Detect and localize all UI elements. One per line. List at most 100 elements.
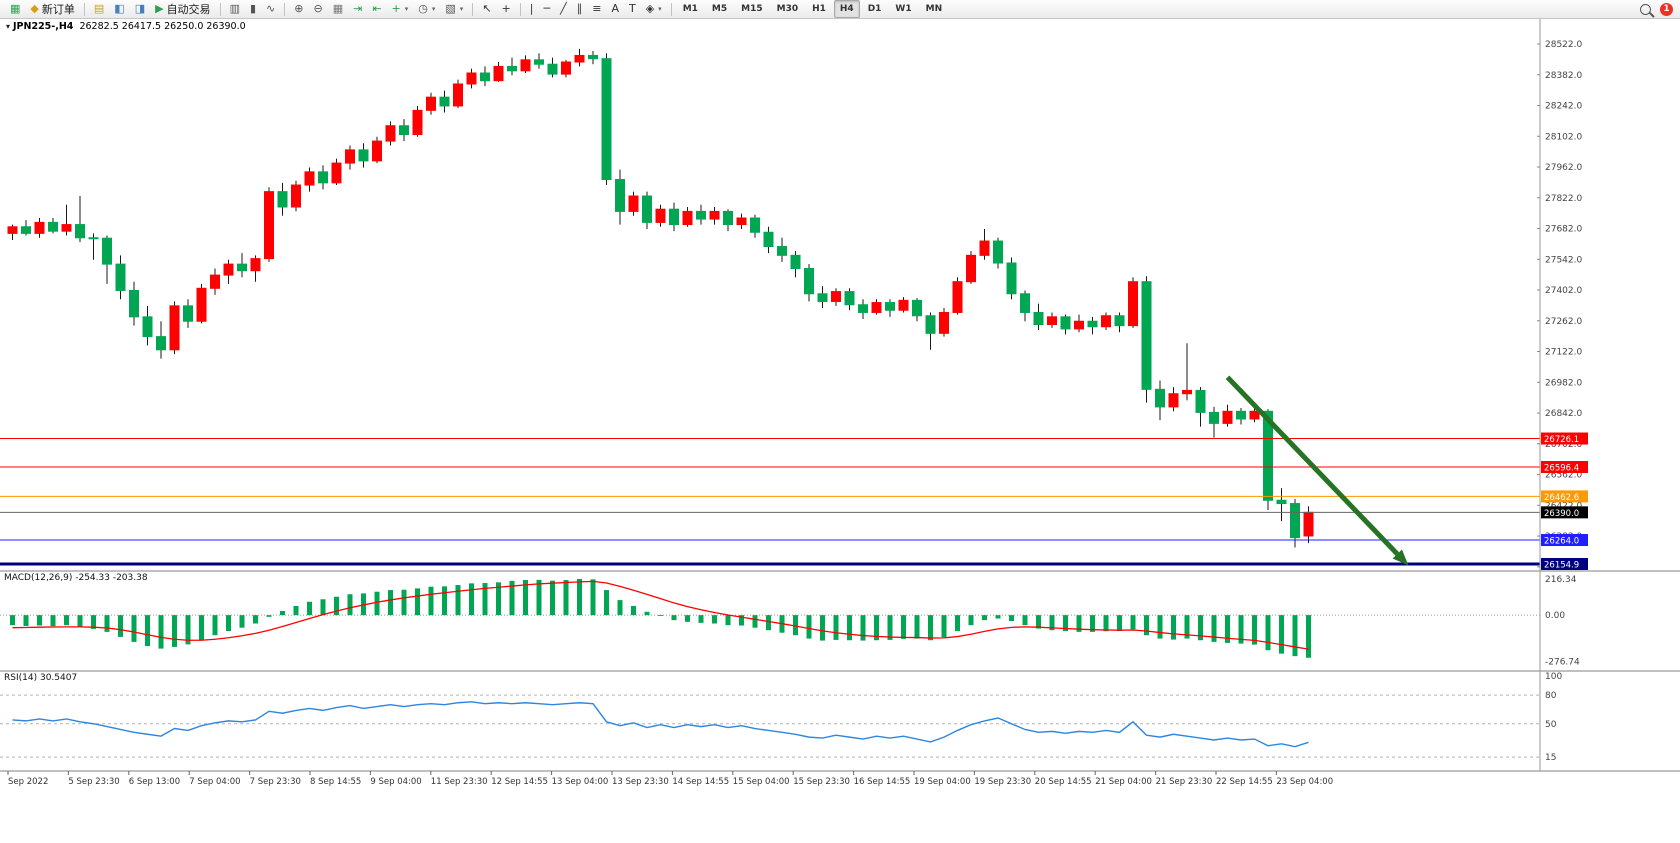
svg-text:15: 15 <box>1545 753 1556 763</box>
svg-text:14 Sep 14:55: 14 Sep 14:55 <box>672 777 729 787</box>
zoom-in-button[interactable]: ⊕ <box>290 0 307 18</box>
timeframe-h1-button[interactable]: H1 <box>812 4 826 14</box>
trendline-icon: ╱ <box>560 2 567 15</box>
timeframe-mn-button[interactable]: MN <box>925 4 943 14</box>
text-label-button[interactable]: T <box>625 0 640 18</box>
shapes-icon: ◈ <box>645 2 655 15</box>
svg-text:28242.0: 28242.0 <box>1545 102 1582 112</box>
svg-text:27962.0: 27962.0 <box>1545 163 1582 173</box>
svg-text:27262.0: 27262.0 <box>1545 317 1582 327</box>
rsi-line <box>12 701 1309 748</box>
market-watch-button[interactable]: ◧ <box>110 0 128 18</box>
svg-text:5 Sep 23:30: 5 Sep 23:30 <box>68 777 119 787</box>
svg-text:21 Sep 04:00: 21 Sep 04:00 <box>1095 777 1152 787</box>
bar-chart-icon: ▥ <box>229 2 240 15</box>
crosshair-button[interactable]: + <box>498 0 515 18</box>
horizontal-level-lines[interactable] <box>0 438 1540 566</box>
timeframe-h4-button[interactable]: H4 <box>833 0 860 18</box>
fibonacci-button[interactable]: ≡ <box>588 0 605 18</box>
new-chart-button[interactable]: ▦ <box>6 0 24 18</box>
svg-text:26726.1: 26726.1 <box>1544 435 1579 445</box>
search-icon[interactable] <box>1640 3 1651 15</box>
indicators-icon: + <box>391 2 401 15</box>
toolbar-separator <box>284 2 286 16</box>
horizontal-line-button[interactable]: ─ <box>539 0 554 18</box>
svg-text:27822.0: 27822.0 <box>1545 194 1582 204</box>
svg-text:27682.0: 27682.0 <box>1545 225 1582 235</box>
svg-text:26562.0: 26562.0 <box>1545 471 1582 481</box>
timeframe-m5-button[interactable]: M5 <box>711 4 728 14</box>
line-chart-icon: ∿ <box>266 2 276 15</box>
timeframe-d1-button[interactable]: D1 <box>867 4 882 14</box>
channel-button[interactable]: ∥ <box>573 0 587 18</box>
auto-scroll-button[interactable]: ⇥ <box>349 0 366 18</box>
meta-editor-button[interactable]: ▤ <box>90 0 108 18</box>
svg-text:12 Sep 14:55: 12 Sep 14:55 <box>491 777 548 787</box>
indicators-button[interactable]: + ▾ <box>388 0 413 18</box>
line-chart-button[interactable]: ∿ <box>262 0 279 18</box>
timeframe-m15-button[interactable]: M15 <box>741 4 763 14</box>
svg-text:11 Sep 23:30: 11 Sep 23:30 <box>431 777 488 787</box>
tile-windows-button[interactable]: ▦ <box>329 0 347 18</box>
svg-text:-276.74: -276.74 <box>1545 657 1580 667</box>
bar-chart-button[interactable]: ▥ <box>226 0 244 18</box>
svg-text:26982.0: 26982.0 <box>1545 378 1582 388</box>
new-order-icon: ◆ <box>30 2 39 15</box>
cursor-button[interactable]: ↖ <box>478 0 495 18</box>
symbol-dropdown-icon[interactable]: ▾ <box>6 22 11 31</box>
chart-shift-icon: ⇤ <box>372 2 382 15</box>
notification-badge[interactable]: 1 <box>1660 2 1673 16</box>
svg-text:27402.0: 27402.0 <box>1545 286 1582 296</box>
zoom-in-icon: ⊕ <box>294 2 304 15</box>
level-price-tag <box>1541 490 1588 503</box>
svg-text:13 Sep 23:30: 13 Sep 23:30 <box>612 777 669 787</box>
auto-trading-button-label: 自动交易 <box>166 3 211 16</box>
text-label-icon: T <box>628 2 636 15</box>
market-watch-icon: ◧ <box>114 2 125 15</box>
svg-text:15 Sep 04:00: 15 Sep 04:00 <box>733 777 790 787</box>
dropdown-arrow-icon: ▾ <box>431 5 436 13</box>
timeframe-w1-button[interactable]: W1 <box>895 4 912 14</box>
new-chart-icon: ▦ <box>10 2 21 15</box>
svg-text:26596.4: 26596.4 <box>1544 464 1579 474</box>
periods-icon: ◷ <box>418 2 428 15</box>
svg-text:80: 80 <box>1545 691 1557 701</box>
time-axis: Sep 2022 5 Sep 23:30 6 Sep 13:00 7 Sep 04:0… <box>7 771 1333 787</box>
zoom-out-button[interactable]: ⊖ <box>309 0 326 18</box>
trendline-button[interactable]: ╱ <box>556 0 571 18</box>
vertical-line-button[interactable]: | <box>526 0 538 18</box>
periods-button[interactable]: ◷ ▾ <box>414 0 439 18</box>
crosshair-icon: + <box>501 2 511 15</box>
toolbar-separator <box>472 2 474 16</box>
svg-text:20 Sep 14:55: 20 Sep 14:55 <box>1035 777 1092 787</box>
templates-button[interactable]: ▧ ▾ <box>441 0 467 18</box>
trend-arrow[interactable] <box>1225 375 1409 566</box>
timeframe-m30-button[interactable]: M30 <box>776 4 799 14</box>
macd-signal-line <box>12 580 1309 650</box>
svg-text:7 Sep 04:00: 7 Sep 04:00 <box>189 777 240 787</box>
chart-shift-button[interactable]: ⇤ <box>368 0 385 18</box>
timeframe-m1-button[interactable]: M1 <box>682 4 698 14</box>
svg-text:19 Sep 04:00: 19 Sep 04:00 <box>914 777 971 787</box>
svg-text:27122.0: 27122.0 <box>1545 348 1582 358</box>
dropdown-arrow-icon: ▾ <box>459 5 464 13</box>
svg-text:26154.9: 26154.9 <box>1544 560 1579 570</box>
meta-editor-icon: ▤ <box>93 2 105 15</box>
toolbar-separator <box>219 2 221 16</box>
svg-text:16 Sep 14:55: 16 Sep 14:55 <box>854 777 911 787</box>
svg-text:23 Sep 04:00: 23 Sep 04:00 <box>1276 777 1333 787</box>
svg-text:19 Sep 23:30: 19 Sep 23:30 <box>974 777 1031 787</box>
svg-text:26842.0: 26842.0 <box>1545 409 1582 419</box>
text-icon: A <box>611 2 619 15</box>
svg-text:26264.0: 26264.0 <box>1544 537 1579 547</box>
shapes-button[interactable]: ◈ ▾ <box>642 0 666 18</box>
svg-text:7 Sep 23:30: 7 Sep 23:30 <box>250 777 301 787</box>
toolbar-items: ▦ ◆ 新订单 ▤ ◧ ◨ ▶ 自动交易 ▥ ▮ ∿ ⊕ ⊖ ▦ ⇥ ⇤ + ▾ ◷ ▾ ▧ ▾ ↖ + | ─ ╱ ∥ ≡ A T ◈ ▾ M1… <box>5 0 949 18</box>
bid-price-tag <box>1541 506 1588 519</box>
new-order-button[interactable]: ◆ 新订单 <box>26 0 78 18</box>
text-button[interactable]: A <box>607 0 623 18</box>
candlestick-chart-button[interactable]: ▮ <box>246 0 260 18</box>
navigator-button[interactable]: ◨ <box>131 0 149 18</box>
auto-trading-button[interactable]: ▶ 自动交易 <box>151 0 214 18</box>
